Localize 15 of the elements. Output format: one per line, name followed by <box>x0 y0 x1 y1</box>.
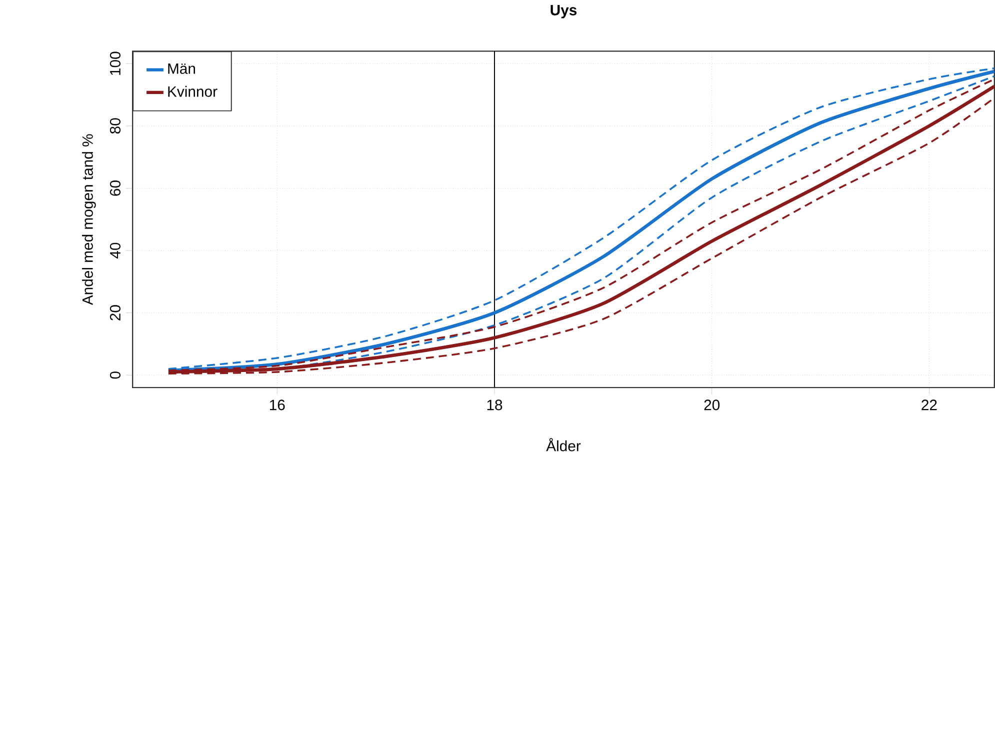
x-tick-label: 18 <box>487 400 502 410</box>
legend-label: Män <box>168 64 196 74</box>
y-tick-label: 20 <box>110 305 120 321</box>
y-tick-label: 100 <box>110 52 120 76</box>
y-tick-label: 80 <box>110 118 120 134</box>
legend-label: Kvinnor <box>168 86 218 97</box>
x-axis-title: Ålder <box>546 438 581 452</box>
x-tick-label: 16 <box>270 400 285 410</box>
y-axis-title: Andel med mogen tand % <box>82 134 96 306</box>
y-tick-label: 60 <box>110 180 120 196</box>
x-tick-label: 20 <box>704 400 720 410</box>
chart-title: Uys <box>550 5 577 18</box>
y-tick-label: 0 <box>110 372 120 379</box>
x-tick-label: 22 <box>922 400 937 410</box>
y-tick-label: 40 <box>110 242 120 259</box>
